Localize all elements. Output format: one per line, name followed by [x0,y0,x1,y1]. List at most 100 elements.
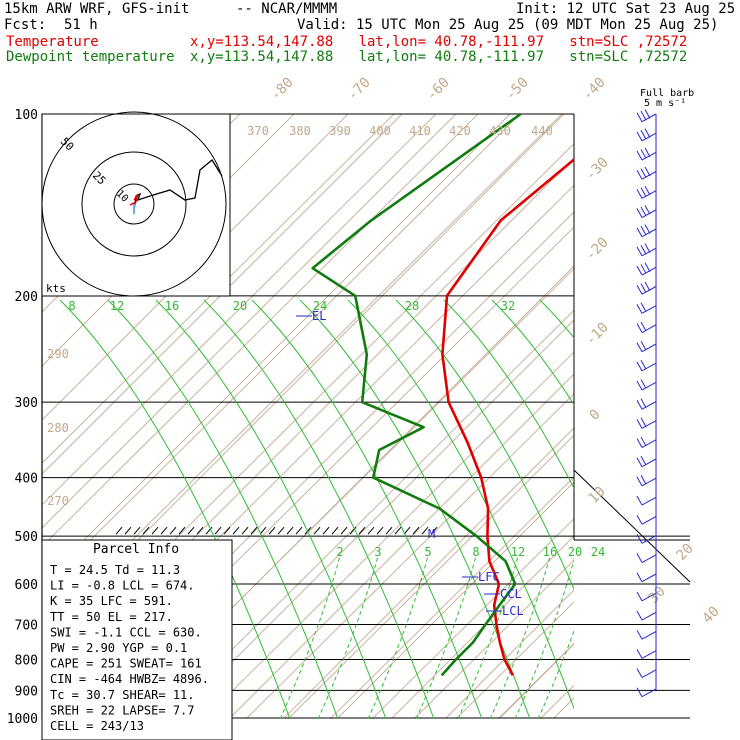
theta-label: 290 [47,347,69,361]
pressure-tick-label: 300 [15,396,38,411]
pressure-tick-label: 600 [15,578,38,593]
dry-adiabat-line [161,309,574,719]
wind-barb-flag [636,629,643,640]
wind-barb-staff [641,228,657,238]
wind-barb-flag [636,227,643,237]
fcst-hours: 51 h [64,17,98,33]
moist-adiabat-line [107,299,339,719]
dry-adiabat-line [582,114,740,719]
wind-barb-flag [636,361,643,372]
dewpoint-profile [311,114,522,677]
wind-barb-flag [636,265,643,276]
temperature-tick-label: 40 [700,604,723,627]
wind-barb-flag [644,128,651,138]
mixing-ratio-line [317,555,379,719]
theta-label: 390 [329,124,351,138]
pressure-tick-label: 500 [15,530,38,545]
hatch-mark [403,526,411,535]
hatch-mark [295,526,303,535]
wind-barb-flag [640,206,647,217]
hatch-mark [124,526,132,535]
wind-barb-staff [641,477,657,487]
temperature-tick-label: -10 [583,320,612,349]
hatch-mark [331,526,339,535]
hatch-mark [421,526,429,535]
moist-adiabat-line [539,299,574,339]
wind-barb-flag [636,131,643,142]
mixing-ratio-line [489,555,551,719]
dry-adiabat-line [287,434,574,719]
theta-label: 370 [247,124,269,138]
mixing-ratio-line [457,555,519,719]
moist-adiabat-line [491,299,574,406]
wind-barb-flag [636,150,643,161]
mixing-ratio-label: 12 [511,545,525,559]
mixing-ratio-line [279,555,341,719]
wind-barb-staff [641,650,657,659]
mixing-ratio-label: 8 [472,545,479,559]
mixing-ratio-line [537,629,574,719]
wind-barb-flag [636,534,643,544]
isotherm-line [42,114,457,529]
hodograph-box [41,113,231,297]
wind-barb-flag [640,283,647,293]
isotherm-line [283,427,574,719]
wind-barb-staff [641,190,657,199]
wind-barb-flag [640,379,647,389]
dry-adiabat-line [42,114,521,589]
wind-barb-staff [641,151,657,161]
level-marker-label: LCL [502,604,524,618]
isotherm-line [608,114,740,718]
wind-barb-staff [641,688,657,698]
hatch-mark [142,526,150,535]
theta-label: 400 [369,124,391,138]
hatch-mark [196,526,204,535]
wind-barb-flag [636,342,643,352]
temperature-tick-label: -80 [268,75,297,104]
wind-barb-flag [636,687,643,697]
wind-barb-flag [636,189,643,199]
theta-label: 420 [449,124,471,138]
theta-label: 430 [489,124,511,138]
wind-barb-staff [641,209,657,218]
hodograph-trace [133,159,223,211]
temperature-tick-label: 20 [674,541,697,564]
wind-barb-staff [641,171,657,180]
wind-barb-flag [636,169,643,180]
wind-barb-staff [641,132,657,142]
dry-adiabat-line [203,351,574,719]
parcel-row: SREH = 22 LAPSE= 7.7 [50,703,195,717]
pressure-tick-label: 900 [15,684,38,699]
wind-barb-staff [641,535,657,544]
hodograph-speed-label: 24 [313,299,327,313]
parcel-row: TT = 50 EL = 217. [50,610,173,624]
wind-barb-flag [640,225,647,236]
dewpoint-location: x,y=113.54,147.88 lat,lon= 40.78,-111.97… [190,49,688,65]
parcel-box [41,539,233,740]
dry-adiabat-line [329,476,574,719]
isotherm-line [229,373,574,719]
wind-barb-flag [640,110,647,121]
hatch-mark [232,526,240,535]
wind-barb-flag [636,668,643,678]
pressure-tick-label: 700 [15,618,38,633]
isotherm-line [391,535,574,719]
isotherm-line [445,589,574,719]
level-marker-label: M [428,527,435,541]
temperature-legend: Temperature [6,34,99,50]
wind-barb-flag [636,112,643,122]
moist-adiabat-line [588,300,740,719]
wind-barb-flag [640,264,647,274]
wind-barb-flag [640,417,647,428]
model-title: 15km ARW WRF, GFS-init [4,1,190,17]
hatch-mark [385,526,393,535]
wind-barb-flag [644,185,651,196]
hatch-mark [115,526,123,535]
wind-barb-flag [636,495,643,506]
hodograph-speed-label: 32 [501,299,515,313]
hatch-mark [394,526,402,535]
wind-barb-staff [641,573,657,583]
parcel-row: SWI = -1.1 CCL = 630. [50,625,202,639]
wind-barb-flag [640,398,647,408]
